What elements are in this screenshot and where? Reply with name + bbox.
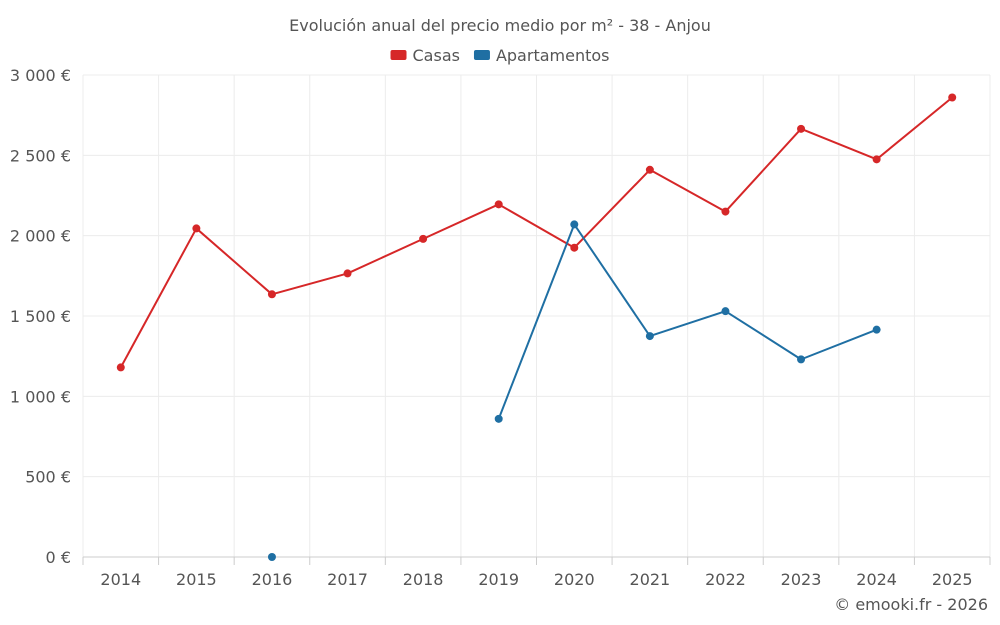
x-tick-label: 2017 — [327, 570, 368, 589]
x-tick-label: 2025 — [932, 570, 973, 589]
chart-title: Evolución anual del precio medio por m² … — [289, 16, 711, 35]
x-tick-label: 2015 — [176, 570, 217, 589]
x-tick-label: 2023 — [781, 570, 822, 589]
grid — [82, 74, 991, 557]
legend-swatch — [390, 50, 407, 60]
data-point-apartamentos[interactable] — [570, 220, 579, 229]
y-tick-label: 1 000 € — [10, 387, 71, 406]
y-tick-label: 2 000 € — [10, 227, 71, 246]
x-tick-label: 2016 — [252, 570, 293, 589]
x-tick-label: 2022 — [705, 570, 746, 589]
y-tick-label: 500 € — [25, 468, 71, 487]
data-point-casas[interactable] — [267, 290, 276, 299]
data-point-apartamentos[interactable] — [797, 355, 806, 364]
series-line-casas — [119, 96, 953, 368]
data-point-casas[interactable] — [645, 165, 654, 174]
data-point-apartamentos[interactable] — [645, 332, 654, 341]
legend-label: Casas — [413, 46, 460, 65]
data-point-apartamentos[interactable] — [872, 325, 881, 334]
data-point-casas[interactable] — [872, 155, 881, 164]
data-point-casas[interactable] — [116, 363, 125, 372]
legend-item[interactable]: Casas — [390, 46, 460, 65]
data-point-casas[interactable] — [797, 124, 806, 133]
x-tick-label: 2021 — [630, 570, 671, 589]
data-point-apartamentos[interactable] — [267, 553, 276, 561]
data-point-casas[interactable] — [494, 200, 503, 209]
y-tick-label: 2 500 € — [10, 146, 71, 165]
data-point-casas[interactable] — [570, 243, 579, 252]
data-point-apartamentos[interactable] — [494, 414, 503, 423]
series-layer — [116, 93, 957, 561]
y-tick-label: 0 € — [46, 548, 71, 567]
y-tick-label: 3 000 € — [10, 66, 71, 85]
data-point-apartamentos[interactable] — [721, 307, 730, 316]
x-tick-label: 2024 — [856, 570, 897, 589]
data-point-casas[interactable] — [721, 207, 730, 216]
legend-item[interactable]: Apartamentos — [473, 46, 610, 65]
data-point-casas[interactable] — [948, 93, 957, 102]
axes: 0 € 500 € 1 000 € 1 500 € 2 000 € 2 500 € 3 00… — [10, 66, 991, 589]
legend-swatch — [473, 50, 490, 60]
data-point-casas[interactable] — [192, 224, 201, 233]
series-line-apartamentos — [497, 223, 877, 420]
y-tick-label: 1 500 € — [10, 307, 71, 326]
x-tick-label: 2020 — [554, 570, 595, 589]
legend-label: Apartamentos — [496, 46, 610, 65]
credit-text: © emooki.fr - 2026 — [834, 595, 988, 614]
x-tick-label: 2014 — [100, 570, 141, 589]
data-point-casas[interactable] — [343, 269, 352, 278]
x-tick-label: 2019 — [478, 570, 519, 589]
data-point-casas[interactable] — [419, 234, 428, 243]
legend: Casas Apartamentos — [390, 46, 610, 65]
x-tick-label: 2018 — [403, 570, 444, 589]
